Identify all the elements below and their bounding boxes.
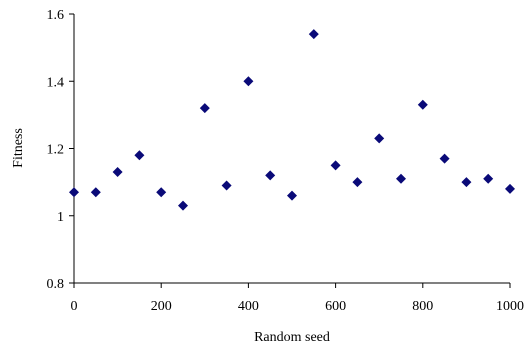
data-point [308, 29, 319, 40]
data-point [178, 200, 188, 211]
y-axis-label: Fitness [11, 128, 26, 168]
data-point [417, 99, 428, 110]
x-tick-label: 800 [412, 299, 433, 314]
data-point [112, 167, 123, 178]
data-point [483, 173, 494, 184]
data-point [221, 180, 232, 191]
x-tick-label: 1000 [496, 299, 524, 314]
x-tick-label: 400 [238, 299, 259, 314]
y-axis-ticks: 0.8 1 1.2 1.4 1.6 [47, 8, 74, 292]
data-point [439, 153, 450, 164]
y-tick-label: 1 [57, 210, 64, 225]
data-point [287, 190, 297, 201]
y-tick-label: 1.2 [47, 143, 65, 158]
x-tick-label: 600 [325, 299, 346, 314]
y-tick-label: 1.6 [47, 8, 65, 23]
data-point [265, 170, 276, 181]
y-tick-label: 1.4 [47, 75, 65, 90]
data-point [90, 187, 101, 198]
x-axis-label: Random seed [254, 330, 330, 345]
data-point [199, 103, 210, 114]
data-point [505, 183, 515, 194]
data-points [69, 29, 515, 211]
data-point [461, 177, 472, 188]
y-tick-label: 0.8 [47, 277, 65, 292]
data-point [330, 160, 341, 171]
data-point [243, 76, 254, 87]
data-point [374, 133, 385, 144]
x-axis-ticks: 0 200 400 600 800 1000 [71, 283, 524, 314]
data-point [352, 177, 363, 188]
x-tick-label: 200 [151, 299, 172, 314]
data-point [396, 173, 406, 184]
data-point [69, 187, 79, 198]
x-tick-label: 0 [71, 299, 78, 314]
data-point [156, 187, 167, 198]
data-point [134, 150, 145, 161]
